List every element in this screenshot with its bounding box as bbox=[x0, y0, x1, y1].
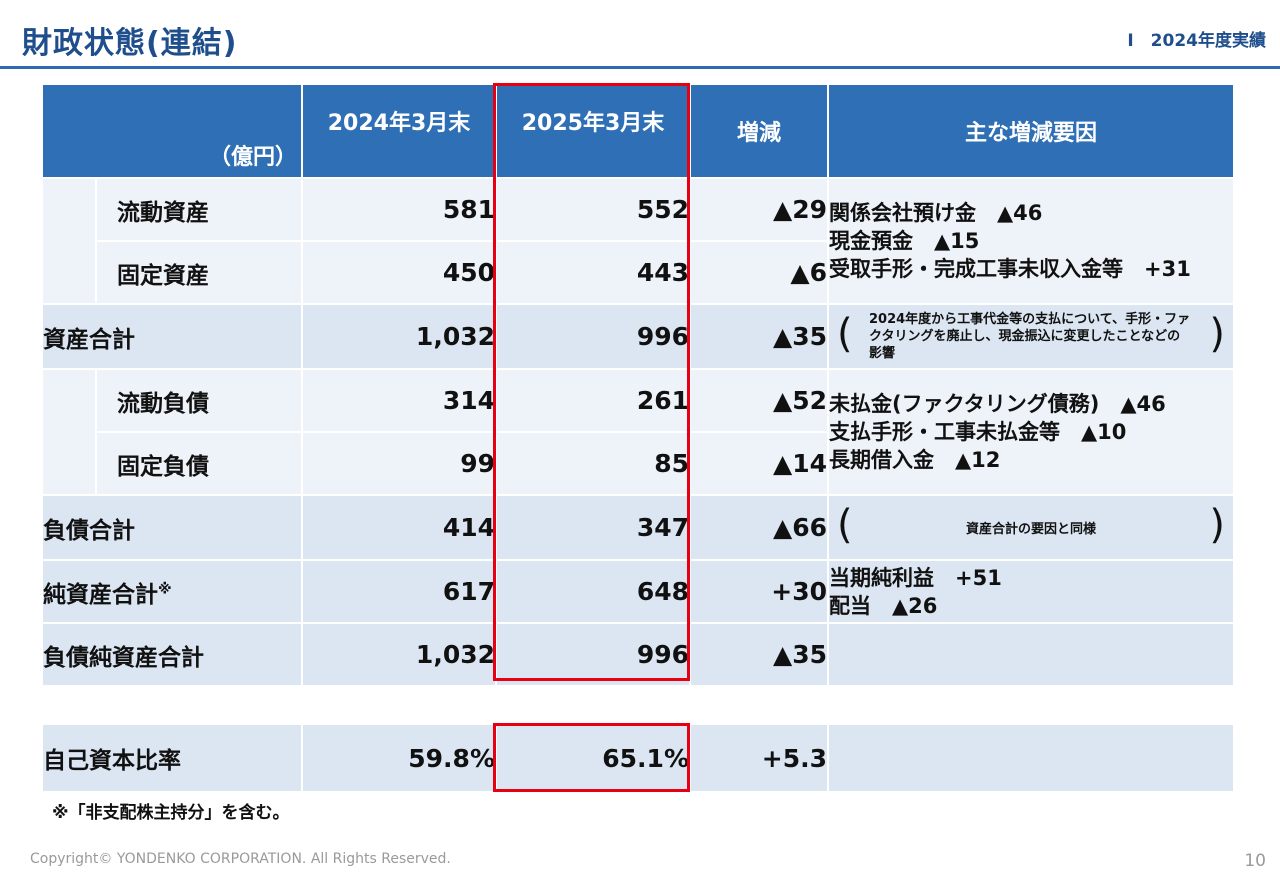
reason-liabilities: 未払金(ファクタリング債務) ▲46 支払手形・工事未払金等 ▲10 長期借入金… bbox=[827, 368, 1235, 496]
value-prev: 581 bbox=[301, 177, 497, 242]
open-paren: ( bbox=[837, 502, 853, 548]
reason-assets: 関係会社預け金 ▲46 現金預金 ▲15 受取手形・完成工事未収入金等 +31 bbox=[827, 177, 1235, 305]
row-label: 負債純資産合計 bbox=[41, 622, 303, 687]
table-row: 固定負債 99 85 ▲14 bbox=[42, 431, 1234, 496]
indent-cell bbox=[41, 177, 97, 305]
col-header-prev: 2024年3月末 bbox=[301, 83, 497, 179]
value-curr: 261 bbox=[495, 368, 691, 433]
value-prev: 1,032 bbox=[301, 622, 497, 687]
equity-ratio-row: 自己資本比率 59.8% 65.1% +5.3 bbox=[41, 723, 1235, 793]
equity-ratio-table: 自己資本比率 59.8% 65.1% +5.3 bbox=[41, 723, 1235, 793]
table-row: 流動負債 314 261 ▲52 未払金(ファクタリング債務) ▲46 支払手形… bbox=[41, 368, 1235, 496]
row-label: 流動負債 bbox=[95, 368, 303, 433]
table-row: 流動資産 581 552 ▲29 関係会社預け金 ▲46 現金預金 ▲15 受取… bbox=[41, 177, 1235, 305]
reason-line: 現金預金 ▲15 bbox=[829, 229, 980, 253]
col-header-curr: 2025年3月末 bbox=[495, 83, 691, 179]
value-prev: 314 bbox=[301, 368, 497, 433]
reason-line: 長期借入金 ▲12 bbox=[829, 448, 1001, 472]
value-prev: 617 bbox=[301, 559, 497, 624]
value-change: ▲14 bbox=[689, 431, 829, 496]
value-change: ▲6 bbox=[689, 240, 829, 305]
unit-header: （億円） bbox=[41, 83, 303, 179]
reason-assets-note-cell: ( 2024年度から工事代金等の支払について、手形・ファクタリングを廃止し、現金… bbox=[827, 303, 1235, 370]
row-label: 純資産合計※ bbox=[41, 559, 303, 624]
table-row: 資産合計 1,032 996 ▲35 ( 2024年度から工事代金等の支払につい… bbox=[41, 303, 1235, 370]
copyright: Copyright© YONDENKO CORPORATION. All Rig… bbox=[30, 851, 451, 867]
reason-line: 支払手形・工事未払金等 ▲10 bbox=[829, 420, 1127, 444]
section-label: Ⅰ 2024年度実績 bbox=[1127, 31, 1266, 51]
row-label: 資産合計 bbox=[41, 303, 303, 370]
row-label: 固定資産 bbox=[95, 240, 303, 305]
table-row: 固定資産 450 443 ▲6 bbox=[42, 240, 1234, 305]
footnote-mark: ※ bbox=[158, 580, 172, 597]
reason-line: 関係会社預け金 ▲46 bbox=[829, 201, 1043, 225]
close-paren: ) bbox=[1209, 311, 1225, 357]
reason-liabilities-note: ( 資産合計の要因と同様 ) bbox=[829, 496, 1233, 559]
value-curr: 347 bbox=[495, 494, 691, 561]
value-prev: 1,032 bbox=[301, 303, 497, 370]
open-paren: ( bbox=[837, 311, 853, 357]
equity-ratio-curr: 65.1% bbox=[495, 723, 691, 793]
reason-empty bbox=[827, 622, 1235, 687]
reason-line: 未払金(ファクタリング債務) ▲46 bbox=[829, 392, 1166, 416]
page-number: 10 bbox=[1244, 851, 1266, 871]
equity-ratio-label: 自己資本比率 bbox=[41, 723, 303, 793]
note-text: 2024年度から工事代金等の支払について、手形・ファクタリングを廃止し、現金振込… bbox=[869, 312, 1191, 361]
reason-assets-note: ( 2024年度から工事代金等の支払について、手形・ファクタリングを廃止し、現金… bbox=[829, 305, 1233, 368]
value-curr: 85 bbox=[495, 431, 691, 496]
table-row: 負債純資産合計 1,032 996 ▲35 bbox=[41, 622, 1235, 687]
equity-ratio-change: +5.3 bbox=[689, 723, 829, 793]
value-prev: 99 bbox=[301, 431, 497, 496]
note-text: 資産合計の要因と同様 bbox=[965, 522, 1096, 537]
col-header-reason: 主な増減要因 bbox=[827, 83, 1235, 179]
value-curr: 996 bbox=[495, 622, 691, 687]
value-curr: 648 bbox=[495, 559, 691, 624]
value-curr: 996 bbox=[495, 303, 691, 370]
row-label: 負債合計 bbox=[41, 494, 303, 561]
close-paren: ) bbox=[1209, 502, 1225, 548]
value-change: +30 bbox=[689, 559, 829, 624]
value-change: ▲35 bbox=[689, 303, 829, 370]
table-header-row: （億円） 2024年3月末 2025年3月末 増減 主な増減要因 bbox=[41, 83, 1235, 179]
reason-line: 配当 ▲26 bbox=[829, 593, 938, 618]
row-label: 流動資産 bbox=[95, 177, 303, 242]
value-prev: 450 bbox=[301, 240, 497, 305]
row-label: 固定負債 bbox=[95, 431, 303, 496]
reason-liabilities-note-cell: ( 資産合計の要因と同様 ) bbox=[827, 494, 1235, 561]
balance-sheet-table: （億円） 2024年3月末 2025年3月末 増減 主な増減要因 流動資産 58… bbox=[41, 83, 1235, 687]
col-header-change: 増減 bbox=[689, 83, 829, 179]
value-change: ▲52 bbox=[689, 368, 829, 433]
indent-cell bbox=[41, 368, 97, 496]
reason-line: 受取手形・完成工事未収入金等 +31 bbox=[829, 257, 1191, 281]
footnote: ※「非支配株主持分」を含む。 bbox=[52, 803, 290, 823]
value-prev: 414 bbox=[301, 494, 497, 561]
table-row: 純資産合計※ 617 648 +30 当期純利益 +51 配当 ▲26 bbox=[41, 559, 1235, 624]
title-rule bbox=[0, 66, 1280, 69]
value-curr: 552 bbox=[495, 177, 691, 242]
table-row: 負債合計 414 347 ▲66 ( 資産合計の要因と同様 ) bbox=[41, 494, 1235, 561]
value-change: ▲66 bbox=[689, 494, 829, 561]
value-change: ▲35 bbox=[689, 622, 829, 687]
page-title: 財政状態(連結) bbox=[22, 26, 238, 61]
value-change: ▲29 bbox=[689, 177, 829, 242]
reason-net-assets: 当期純利益 +51 配当 ▲26 bbox=[827, 559, 1235, 624]
equity-ratio-empty bbox=[827, 723, 1235, 793]
reason-line: 当期純利益 +51 bbox=[829, 565, 1002, 590]
highlight-box-current-year bbox=[493, 83, 690, 681]
equity-ratio-prev: 59.8% bbox=[301, 723, 497, 793]
highlight-box-equity-ratio bbox=[493, 723, 690, 792]
